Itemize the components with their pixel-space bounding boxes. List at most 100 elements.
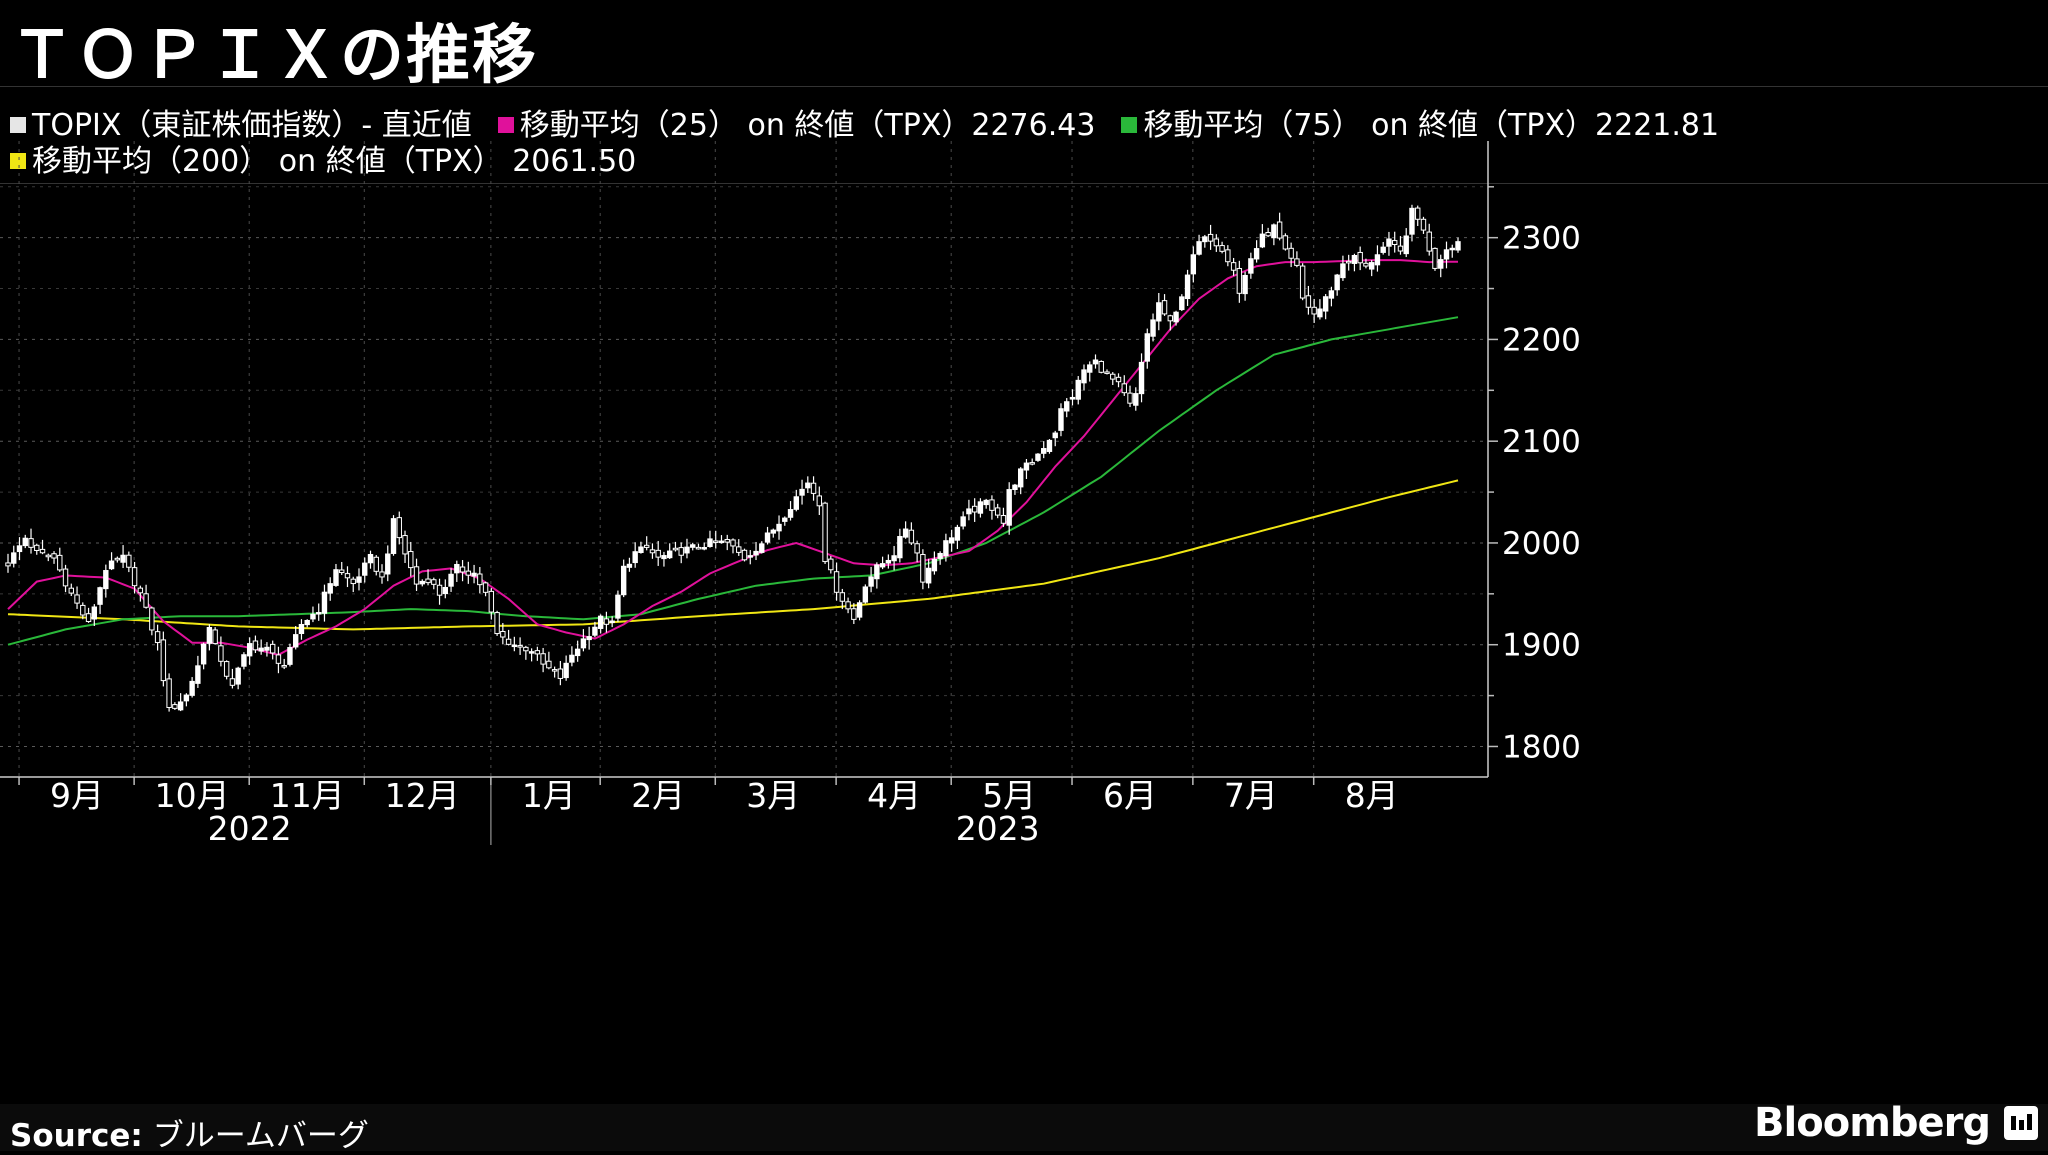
candle-body-37 [218, 645, 224, 662]
legend-row-2: 移動平均（200） on 終値（TPX） 2061.50 [10, 136, 662, 180]
candle-body-66 [385, 553, 391, 575]
candle-body-180 [1041, 448, 1047, 454]
candle-body-210 [1213, 238, 1220, 247]
title-divider [0, 86, 2048, 87]
candle-body-243 [1403, 235, 1409, 255]
candle-body-97 [563, 662, 569, 679]
candle-body-163 [943, 540, 949, 557]
candle-body-30 [177, 701, 184, 711]
candle-body-92 [534, 650, 541, 655]
candle-body-141 [816, 495, 823, 507]
candle-body-111 [643, 544, 650, 548]
source-text: ブルームバーグ [152, 1118, 369, 1154]
candle-body-47 [275, 654, 282, 664]
candle-body-251 [1449, 247, 1455, 251]
candle-body-20 [120, 554, 126, 563]
candle-body-83 [482, 582, 489, 593]
candle-body-227 [1311, 306, 1317, 315]
candle-body-4 [28, 538, 34, 548]
candle-body-215 [1242, 274, 1248, 295]
candle-body-135 [782, 517, 788, 522]
candle-body-73 [425, 578, 431, 584]
candle-body-131 [759, 543, 765, 553]
candle-body-132 [764, 532, 771, 543]
candle-body-96 [557, 668, 564, 679]
candle-body-133 [770, 529, 776, 534]
candle-body-161 [931, 558, 938, 572]
candle-body-39 [229, 678, 236, 686]
candle-body-236 [1363, 262, 1369, 267]
candle-body-113 [655, 549, 661, 558]
candle-body-168 [971, 505, 978, 513]
candle-body-58 [339, 569, 345, 574]
candle-body-197 [1138, 361, 1145, 395]
candle-body-182 [1052, 432, 1058, 439]
candle-body-74 [431, 579, 437, 585]
candle-body-46 [269, 643, 276, 654]
candle-body-98 [569, 654, 575, 663]
candle-body-149 [862, 586, 869, 603]
candle-body-52 [304, 619, 310, 626]
x-tick-label-month-5: 1月 [522, 776, 576, 815]
candle-body-104 [603, 618, 610, 625]
candle-body-200 [1156, 302, 1162, 322]
candle-body-50 [292, 634, 299, 648]
candle-body-212 [1225, 249, 1231, 263]
candle-body-152 [879, 563, 886, 568]
candle-body-72 [419, 580, 425, 585]
candle-body-115 [667, 550, 673, 559]
candle-body-6 [39, 548, 46, 554]
candle-body-45 [264, 646, 270, 651]
candle-body-94 [546, 660, 552, 669]
candle-body-116 [672, 547, 679, 551]
candle-body-162 [937, 552, 943, 559]
candle-body-33 [195, 665, 201, 684]
candle-body-44 [258, 647, 264, 652]
candle-body-17 [103, 570, 109, 590]
candle-body-204 [1179, 296, 1185, 311]
candle-body-143 [828, 558, 834, 571]
candle-body-179 [1035, 453, 1041, 461]
candle-body-216 [1248, 258, 1254, 274]
candle-body-156 [902, 528, 909, 538]
candle-body-136 [787, 509, 794, 518]
candle-body-176 [1017, 468, 1024, 488]
x-tick-label-month-8: 4月 [867, 776, 921, 815]
candle-body-62 [362, 562, 368, 576]
candle-body-248 [1432, 247, 1438, 269]
candle-body-24 [143, 593, 149, 608]
legend-label-ma75: 移動平均（75） on 終値（TPX）2221.81 [1143, 108, 1720, 143]
candle-body-154 [891, 555, 897, 562]
candle-body-187 [1081, 369, 1087, 384]
candle-body-191 [1104, 371, 1110, 374]
candle-body-60 [350, 578, 356, 585]
candle-body-91 [528, 651, 535, 654]
candle-body-95 [551, 669, 558, 672]
candle-body-88 [511, 644, 518, 648]
candle-body-192 [1110, 373, 1116, 380]
candle-body-26 [154, 631, 161, 644]
candle-body-213 [1230, 262, 1237, 271]
candle-body-232 [1340, 263, 1346, 279]
candle-body-225 [1299, 265, 1306, 299]
candle-body-28 [166, 678, 172, 709]
candle-body-218 [1259, 233, 1266, 248]
candle-body-166 [960, 516, 966, 527]
candle-body-120 [695, 546, 702, 550]
x-tick-label-month-3: 11月 [270, 776, 345, 815]
candle-body-222 [1282, 235, 1289, 250]
candle-body-183 [1058, 408, 1064, 431]
candle-body-8 [51, 553, 57, 559]
candle-body-201 [1161, 300, 1168, 315]
candle-body-48 [281, 665, 287, 668]
candle-body-108 [626, 563, 633, 568]
candle-body-27 [160, 639, 167, 682]
candle-body-202 [1167, 315, 1174, 322]
candle-body-127 [736, 546, 742, 553]
candle-body-129 [747, 555, 753, 558]
candle-body-102 [592, 626, 598, 636]
candle-body-153 [885, 559, 892, 564]
candle-body-247 [1426, 231, 1432, 252]
candle-body-77 [448, 573, 454, 587]
